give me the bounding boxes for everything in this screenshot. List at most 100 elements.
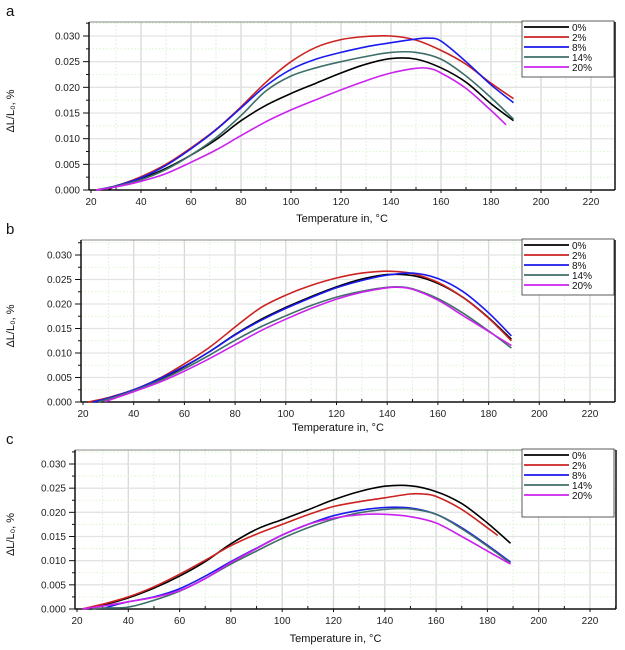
x-tick-label: 60 — [179, 409, 191, 420]
legend-entry: 14% — [572, 481, 592, 492]
x-axis-label: Temperature in, °C — [290, 633, 382, 645]
legend-entry: 2% — [572, 33, 587, 44]
series-line-2pct — [95, 34, 514, 191]
panel-c: 0.000 0.005 0.010 0.015 0.020 0.025 0.030 20 40 6… — [5, 431, 617, 645]
x-tick-label: 60 — [185, 197, 197, 208]
legend-box — [521, 238, 615, 296]
x-tick-label: 160 — [430, 409, 447, 420]
y-tick-label: 0.015 — [55, 109, 80, 120]
x-tick-label: 20 — [85, 197, 97, 208]
x-tick-label: 120 — [328, 409, 345, 420]
series-line-20pct — [104, 286, 512, 403]
x-tick-label: 120 — [325, 616, 342, 627]
legend-entry: 0% — [572, 451, 587, 462]
y-axis-label: ΔL/L₀, % — [5, 304, 17, 347]
legend-entry: 2% — [572, 251, 587, 262]
x-tick-label: 180 — [483, 197, 500, 208]
legend-entry: 20% — [572, 281, 592, 292]
y-tick-label: 0.005 — [41, 580, 66, 591]
x-tick-label: 180 — [479, 616, 496, 627]
x-tick-label: 180 — [480, 409, 497, 420]
y-tick-label: 0.000 — [41, 605, 66, 616]
y-tick-label: 0.010 — [41, 556, 66, 567]
x-tick-label: 200 — [531, 409, 548, 420]
legend-box — [521, 20, 615, 78]
series-group — [87, 270, 512, 403]
x-tick-label: 140 — [379, 409, 396, 420]
y-tick-label: 0.010 — [55, 134, 80, 145]
y-tick-label: 0.010 — [47, 349, 72, 360]
legend-entry: 0% — [572, 241, 587, 252]
panel-b: 0.000 0.005 0.010 0.015 0.020 0.025 0.030 20 40 6… — [5, 221, 616, 434]
panel-label: c — [6, 431, 14, 448]
x-tick-label: 40 — [135, 197, 147, 208]
x-tick-label: 220 — [583, 197, 600, 208]
x-tick-label: 200 — [533, 197, 550, 208]
legend-entry: 0% — [572, 23, 587, 34]
series-line-8pct — [95, 37, 515, 191]
legend-entry: 2% — [572, 461, 587, 472]
y-tick-label: 0.005 — [55, 160, 80, 171]
x-tick-label: 220 — [582, 616, 599, 627]
x-tick-label: 120 — [333, 197, 350, 208]
series-group — [95, 34, 515, 191]
x-tick-label: 80 — [230, 409, 242, 420]
legend-entry: 14% — [572, 53, 592, 64]
x-tick-label: 100 — [283, 197, 300, 208]
legend-entry: 8% — [572, 43, 587, 54]
x-tick-label: 160 — [428, 616, 445, 627]
y-tick-label: 0.005 — [47, 373, 72, 384]
y-tick-label: 0.025 — [41, 484, 66, 495]
series-line-14pct — [95, 50, 515, 191]
legend: 0%2%8%14%20% — [521, 20, 615, 78]
y-tick-label: 0.030 — [41, 460, 66, 471]
legend-entry: 8% — [572, 261, 587, 272]
series-line-0pct — [108, 57, 514, 191]
y-tick-label: 0.000 — [55, 186, 80, 197]
y-tick-label: 0.025 — [55, 57, 80, 68]
x-tick-label: 20 — [71, 616, 83, 627]
legend-entry: 20% — [572, 491, 592, 502]
x-tick-label: 140 — [383, 197, 400, 208]
y-tick-label: 0.020 — [41, 508, 66, 519]
y-tick-label: 0.020 — [55, 83, 80, 94]
y-tick-label: 0.025 — [47, 275, 72, 286]
x-tick-label: 80 — [235, 197, 247, 208]
x-tick-label: 160 — [433, 197, 450, 208]
legend: 0%2%8%14%20% — [521, 448, 615, 518]
panel-label: b — [6, 221, 14, 238]
x-tick-label: 100 — [274, 616, 291, 627]
series-line-14pct — [92, 507, 511, 610]
x-tick-label: 20 — [77, 409, 89, 420]
series-line-20pct — [81, 513, 511, 610]
x-tick-label: 220 — [582, 409, 599, 420]
x-tick-label: 60 — [174, 616, 186, 627]
x-tick-label: 140 — [376, 616, 393, 627]
legend-entry: 20% — [572, 63, 592, 74]
x-axis-label: Temperature in, °C — [296, 213, 388, 225]
series-group — [81, 484, 512, 610]
y-tick-label: 0.020 — [47, 300, 72, 311]
y-axis-label: ΔL/L₀, % — [5, 513, 17, 556]
legend-box — [521, 448, 615, 518]
panel-a: 0.000 0.005 0.010 0.015 0.020 0.025 0.030 20 40 6… — [5, 3, 616, 225]
y-tick-label: 0.015 — [47, 324, 72, 335]
series-line-0pct — [97, 273, 512, 403]
y-tick-label: 0.030 — [55, 32, 80, 43]
panel-label: a — [6, 3, 15, 20]
x-tick-label: 40 — [128, 409, 140, 420]
x-tick-label: 40 — [123, 616, 135, 627]
series-line-2pct — [81, 492, 499, 610]
y-axis-label: ΔL/L₀, % — [5, 89, 17, 132]
legend-entry: 8% — [572, 471, 587, 482]
x-axis-label: Temperature in, °C — [292, 422, 384, 434]
x-tick-label: 100 — [277, 409, 294, 420]
series-line-8pct — [92, 272, 512, 403]
y-tick-label: 0.015 — [41, 532, 66, 543]
series-line-20pct — [95, 66, 507, 191]
y-tick-label: 0.000 — [47, 398, 72, 409]
series-line-0pct — [81, 484, 512, 610]
series-line-14pct — [97, 285, 512, 403]
x-tick-label: 200 — [530, 616, 547, 627]
